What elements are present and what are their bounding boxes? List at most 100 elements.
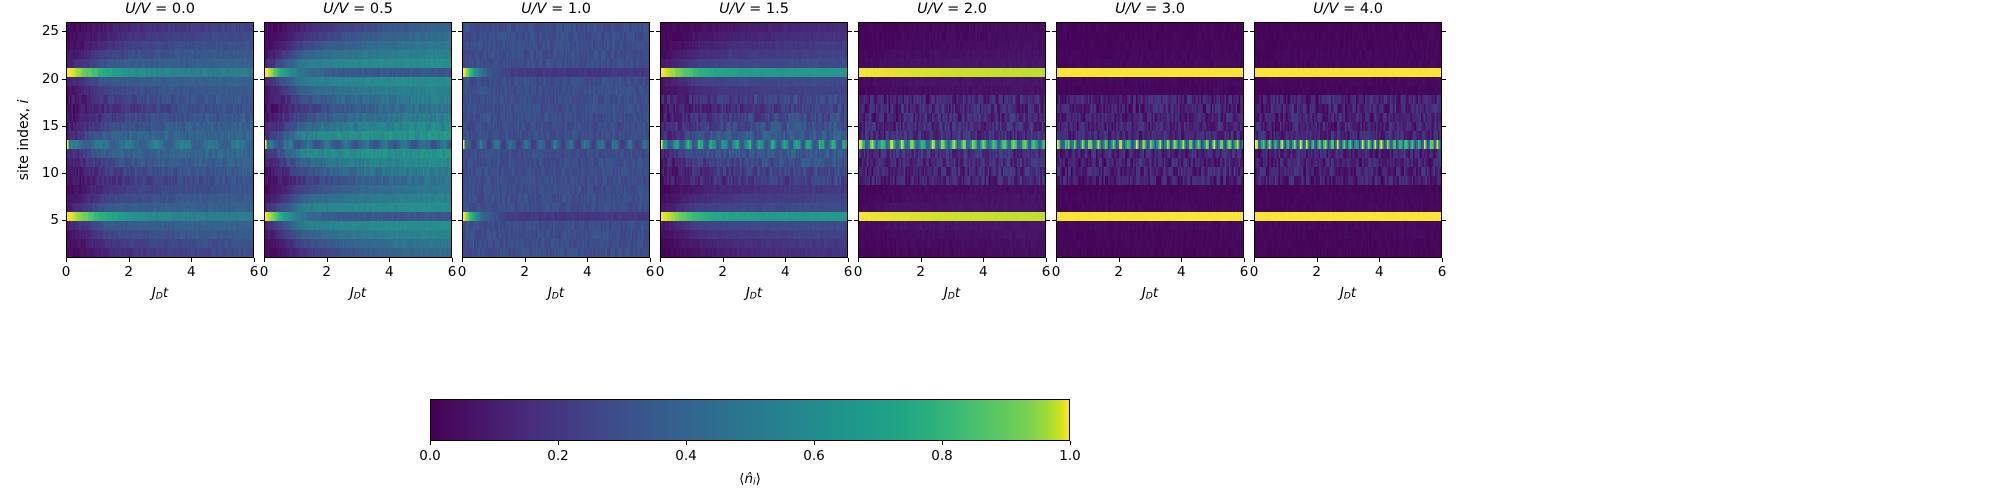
x-tick-mark xyxy=(1046,258,1047,262)
x-tick-label-4: 4 xyxy=(385,264,394,280)
y-tick-mark-right xyxy=(848,31,852,33)
x-axis-label-t: t xyxy=(1152,285,1159,301)
x-tick-label-0: 0 xyxy=(853,264,863,280)
x-tick-mark xyxy=(1056,258,1057,262)
y-tick-mark xyxy=(458,31,462,33)
y-tick-mark xyxy=(62,125,66,127)
x-axis-label-sub: D xyxy=(1343,290,1351,302)
y-tick-mark-right xyxy=(848,78,852,80)
axes-5 xyxy=(1056,22,1244,258)
y-tick-mark-right xyxy=(1046,31,1050,33)
y-tick-mark xyxy=(656,220,660,222)
panel-title-param: U/V xyxy=(1115,1,1141,17)
heatmap-panel-4: U/V = 2.0 0 2 4 6 JDt xyxy=(854,1,1051,302)
y-tick-mark-right xyxy=(1046,220,1050,222)
y-tick-mark-right xyxy=(1244,31,1248,33)
y-tick-mark-right xyxy=(848,173,852,175)
y-tick-label-5: 5 xyxy=(50,212,59,229)
y-tick-mark xyxy=(854,125,858,127)
y-tick-mark xyxy=(458,220,462,222)
y-tick-mark xyxy=(1052,31,1056,33)
x-tick-mark xyxy=(1316,258,1318,262)
panel-title-3: U/V = 1.5 xyxy=(660,1,848,17)
y-tick-mark xyxy=(656,173,660,175)
colorbar-label-sub: i xyxy=(753,476,756,488)
axes-2 xyxy=(462,22,650,258)
colorbar-tick-label-0.0: 0.0 xyxy=(419,448,441,464)
y-tick-mark-right xyxy=(254,125,258,127)
panel-title-equals: = xyxy=(1140,1,1162,17)
y-tick-mark-right xyxy=(650,31,654,33)
x-tick-mark xyxy=(785,258,787,262)
colorbar: 0.0 0.2 0.4 0.6 0.8 1.0 ⟨n̂i⟩ xyxy=(419,399,1081,488)
heatmap-panel-1: U/V = 0.5 0 2 4 6 JDt xyxy=(260,1,457,302)
x-tick-mark xyxy=(1181,258,1183,262)
y-tick-mark xyxy=(1052,125,1056,127)
colorbar-gradient xyxy=(430,399,1070,441)
x-tick-label-6: 6 xyxy=(447,264,457,280)
panel-title-equals: = xyxy=(744,1,766,17)
panel-title-5: U/V = 3.0 xyxy=(1056,1,1244,17)
y-tick-label-20: 20 xyxy=(41,70,59,87)
x-tick-mark xyxy=(66,258,67,262)
y-tick-mark xyxy=(854,78,858,80)
x-tick-mark xyxy=(858,258,859,262)
x-axis-label-J: J xyxy=(943,285,948,301)
panel-title-equals: = xyxy=(546,1,568,17)
x-axis-label-J: J xyxy=(1141,285,1146,301)
y-tick-mark xyxy=(458,125,462,127)
axes-3 xyxy=(660,22,848,258)
y-tick-mark xyxy=(62,31,66,33)
y-tick-mark xyxy=(854,220,858,222)
panel-title-param: U/V xyxy=(1313,1,1339,17)
x-tick-label-2: 2 xyxy=(1312,264,1321,280)
x-tick-label-6: 6 xyxy=(1041,264,1051,280)
x-tick-label-0: 0 xyxy=(457,264,467,280)
colorbar-tick-mark xyxy=(430,441,431,445)
axes-4 xyxy=(858,22,1046,258)
colorbar-label-open: ⟨ xyxy=(739,471,745,487)
x-tick-label-4: 4 xyxy=(1177,264,1186,280)
heatmap-image-5 xyxy=(1057,23,1243,257)
panel-title-4: U/V = 2.0 xyxy=(858,1,1046,17)
y-tick-mark xyxy=(62,220,66,222)
heatmap-image-3 xyxy=(661,23,847,257)
y-tick-mark-right xyxy=(1244,220,1248,222)
x-tick-mark xyxy=(1118,258,1120,262)
x-tick-label-2: 2 xyxy=(520,264,529,280)
y-tick-mark-right xyxy=(1244,125,1248,127)
x-axis-label-sub: D xyxy=(551,290,559,302)
panel-title-param: U/V xyxy=(323,1,349,17)
colorbar-label-close: ⟩ xyxy=(755,471,761,487)
y-tick-label-15: 15 xyxy=(41,117,59,134)
x-tick-mark xyxy=(462,258,463,262)
colorbar-tick-mark xyxy=(814,441,815,445)
y-tick-mark xyxy=(458,173,462,175)
x-axis-label-t: t xyxy=(1350,285,1357,301)
x-tick-label-0: 0 xyxy=(1051,264,1061,280)
colorbar-tick-mark xyxy=(686,441,687,445)
colorbar-label: ⟨n̂i⟩ xyxy=(739,471,761,488)
x-axis-label-sub: D xyxy=(155,290,163,302)
y-tick-mark xyxy=(62,78,66,80)
colorbar-tick-label-1.0: 1.0 xyxy=(1059,448,1081,464)
x-tick-label-4: 4 xyxy=(979,264,988,280)
y-tick-mark-right xyxy=(1442,31,1446,33)
x-axis-label-t: t xyxy=(558,285,565,301)
y-tick-mark xyxy=(1052,173,1056,175)
panel-title-equals: = xyxy=(942,1,964,17)
x-tick-label-6: 6 xyxy=(1239,264,1249,280)
y-tick-mark xyxy=(260,78,264,80)
y-tick-mark xyxy=(1250,220,1254,222)
x-axis-label-sub: D xyxy=(947,290,955,302)
y-tick-mark-right xyxy=(452,220,456,222)
axes-6 xyxy=(1254,22,1442,258)
y-tick-mark xyxy=(62,173,66,175)
x-tick-label-2: 2 xyxy=(1114,264,1123,280)
y-tick-mark xyxy=(1250,173,1254,175)
y-tick-mark xyxy=(1250,125,1254,127)
y-tick-mark-right xyxy=(254,31,258,33)
x-axis-label-J: J xyxy=(349,285,354,301)
panel-title-equals: = xyxy=(1338,1,1360,17)
panel-title-value: 1.0 xyxy=(567,1,591,17)
